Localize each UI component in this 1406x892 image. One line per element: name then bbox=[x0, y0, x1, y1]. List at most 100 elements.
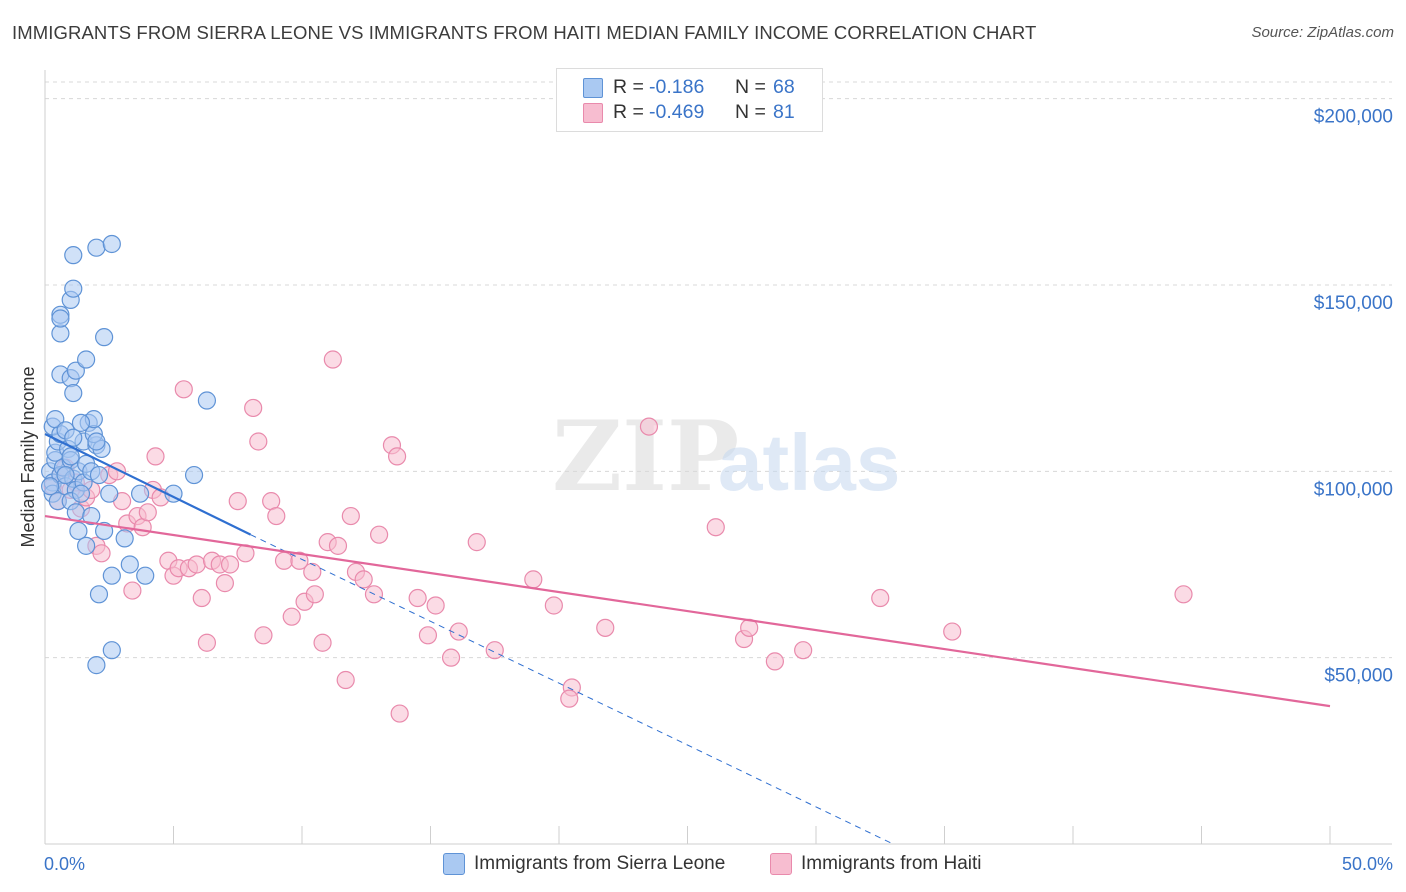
sierra-leone-point bbox=[89, 585, 109, 604]
trendlines bbox=[44, 433, 1331, 845]
haiti-point bbox=[274, 551, 294, 570]
legend-swatch-pink bbox=[770, 853, 792, 875]
haiti-point bbox=[197, 633, 217, 652]
sierra-leone-point bbox=[69, 521, 88, 541]
sierra-leone-point bbox=[115, 529, 134, 548]
haiti-point bbox=[313, 633, 332, 652]
haiti-point bbox=[146, 447, 165, 466]
haiti-point bbox=[138, 503, 157, 522]
legend-swatch-blue bbox=[583, 78, 603, 98]
sierra-leone-point bbox=[130, 484, 150, 503]
sierra-leone-trendline-solid bbox=[44, 433, 252, 536]
haiti-point bbox=[305, 585, 324, 604]
sierra-leone-trendline-dashed bbox=[250, 534, 894, 845]
haiti-point bbox=[426, 596, 445, 615]
haiti-point bbox=[408, 588, 427, 608]
haiti-point bbox=[871, 588, 890, 608]
sierra-leone-point bbox=[64, 383, 83, 403]
legend-swatch-pink bbox=[583, 103, 603, 123]
legend-label: Immigrants from Haiti bbox=[801, 853, 982, 874]
legend-label: Immigrants from Sierra Leone bbox=[474, 853, 726, 874]
sierra-leone-point bbox=[102, 566, 121, 585]
y-tick-label: $100,000 bbox=[1314, 479, 1393, 500]
haiti-point bbox=[341, 506, 360, 526]
legend-n-value: 81 bbox=[773, 101, 795, 123]
correlation-legend: R = -0.186 N = 68 R = -0.469 N = 81 bbox=[556, 68, 823, 132]
haiti-point bbox=[524, 570, 543, 589]
sierra-leone-point bbox=[100, 484, 119, 503]
sierra-leone-point bbox=[184, 465, 204, 485]
legend-n-value: 68 bbox=[773, 76, 795, 98]
sierra-leone-point bbox=[66, 361, 85, 380]
y-axis-label: Median Family Income bbox=[18, 366, 38, 547]
haiti-point bbox=[596, 618, 615, 637]
sierra-leone-point bbox=[120, 555, 139, 574]
haiti-point bbox=[387, 447, 407, 466]
legend-r-label: R = bbox=[613, 76, 644, 98]
legend-n-label: N = bbox=[735, 101, 766, 123]
sierra-leone-point bbox=[64, 279, 83, 298]
sierra-leone-point bbox=[102, 234, 121, 254]
sierra-leone-point bbox=[51, 309, 70, 328]
x-axis-ticks bbox=[44, 826, 1331, 844]
haiti-point bbox=[123, 581, 142, 600]
sierra-leone-point bbox=[41, 477, 60, 496]
haiti-point bbox=[244, 398, 263, 418]
sierra-leone-point bbox=[77, 536, 96, 555]
legend-r-value: -0.469 bbox=[649, 101, 705, 123]
sierra-leone-point bbox=[46, 410, 65, 429]
sierra-leone-point bbox=[71, 484, 91, 503]
haiti-point bbox=[794, 641, 813, 660]
sierra-leone-point bbox=[64, 428, 83, 447]
y-tick-label: $200,000 bbox=[1314, 107, 1393, 128]
sierra-leone-point bbox=[95, 328, 114, 347]
y-tick-label: $150,000 bbox=[1314, 293, 1393, 314]
legend-r-label: R = bbox=[613, 101, 644, 123]
haiti-point bbox=[441, 648, 461, 667]
sierra-leone-point bbox=[77, 350, 96, 369]
sierra-leone-point bbox=[64, 246, 83, 265]
haiti-point bbox=[336, 670, 355, 690]
haiti-point bbox=[370, 525, 389, 544]
haiti-point bbox=[303, 562, 322, 582]
haiti-point bbox=[192, 588, 211, 608]
haiti-point bbox=[765, 652, 784, 671]
haiti-point bbox=[544, 596, 563, 615]
sierra-leone-point bbox=[87, 656, 106, 675]
haiti-point bbox=[254, 626, 273, 645]
legend-swatch-blue bbox=[443, 853, 465, 875]
haiti-point bbox=[706, 518, 725, 537]
sierra-leone-point bbox=[89, 465, 109, 485]
haiti-point bbox=[187, 555, 206, 574]
haiti-point bbox=[639, 417, 659, 436]
sierra-leone-point bbox=[136, 566, 155, 585]
haiti-point bbox=[249, 432, 268, 451]
sierra-leone-point bbox=[71, 413, 91, 432]
sierra-leone-point bbox=[95, 521, 114, 541]
haiti-point bbox=[943, 622, 962, 641]
y-tick-label: $50,000 bbox=[1324, 666, 1393, 687]
haiti-point bbox=[92, 544, 111, 563]
haiti-point bbox=[215, 574, 234, 593]
haiti-point bbox=[485, 641, 504, 660]
chart-title: IMMIGRANTS FROM SIERRA LEONE VS IMMIGRAN… bbox=[12, 22, 1037, 43]
gridlines bbox=[45, 81, 1392, 659]
haiti-point bbox=[1174, 585, 1193, 604]
source-label: Source: ZipAtlas.com bbox=[1251, 24, 1394, 41]
sierra-leone-point bbox=[197, 391, 217, 410]
x-tick-label-min: 0.0% bbox=[44, 854, 85, 874]
haiti-point bbox=[418, 626, 438, 645]
haiti-point bbox=[328, 536, 348, 555]
sierra-leone-point bbox=[87, 432, 106, 451]
watermark-atlas: atlas bbox=[718, 418, 900, 507]
haiti-point bbox=[560, 689, 579, 708]
haiti-point bbox=[282, 607, 301, 626]
y-axis-tick-labels: $50,000 $100,000 $150,000 $200,000 bbox=[1314, 107, 1393, 687]
legend-n-label: N = bbox=[735, 76, 766, 98]
sierra-leone-point bbox=[56, 465, 75, 485]
sierra-leone-point bbox=[102, 641, 121, 660]
haiti-point bbox=[220, 555, 240, 574]
x-tick-label-max: 50.0% bbox=[1342, 854, 1393, 874]
haiti-point bbox=[467, 533, 486, 552]
haiti-point bbox=[390, 704, 409, 723]
